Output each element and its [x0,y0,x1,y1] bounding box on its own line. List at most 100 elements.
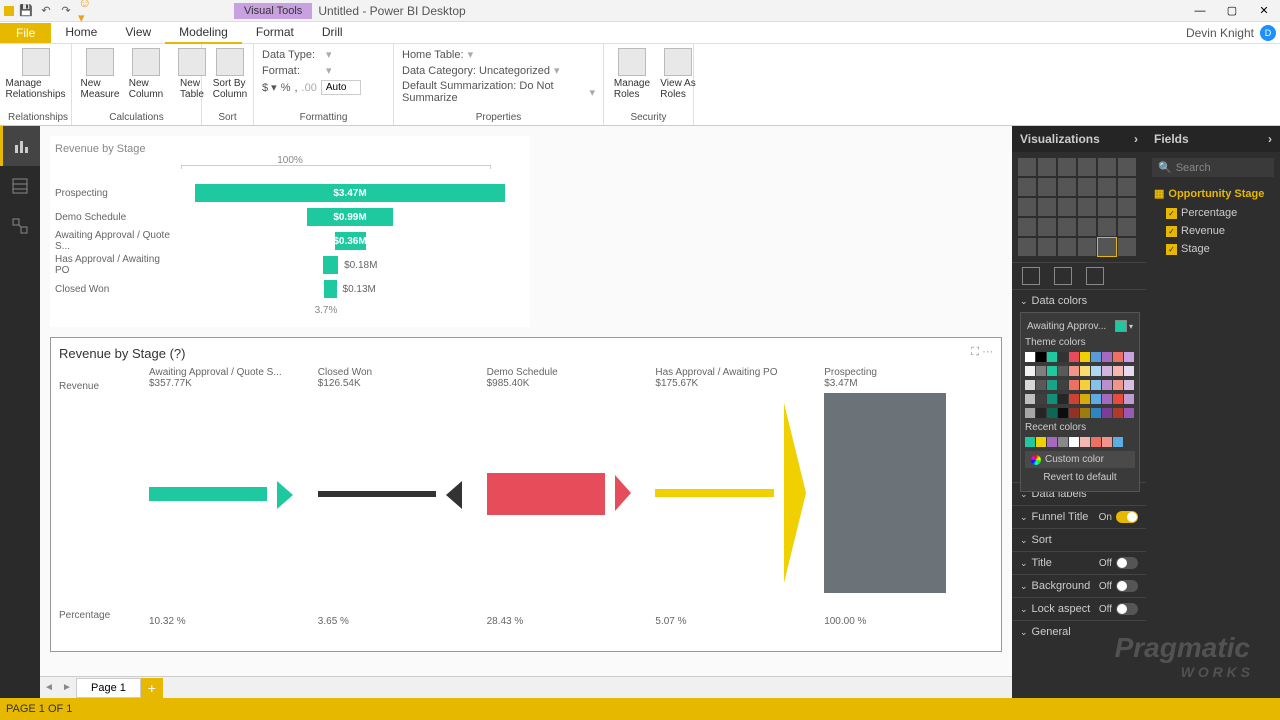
color-swatch[interactable] [1080,366,1090,376]
viz-type-icon[interactable] [1058,198,1076,216]
funnel-bar[interactable]: $0.99M [307,208,394,226]
color-swatch[interactable] [1113,380,1123,390]
toggle-switch[interactable] [1116,557,1138,569]
next-page-button[interactable]: ► [58,679,76,697]
new-column-button[interactable]: New Column [126,48,166,100]
color-swatch[interactable] [1047,352,1057,362]
viz-type-icon[interactable] [1038,158,1056,176]
toggle-switch[interactable] [1116,511,1138,523]
color-swatch[interactable] [1058,380,1068,390]
comma-button[interactable]: , [294,82,297,94]
viz-type-icon[interactable] [1118,198,1136,216]
color-swatch[interactable] [1102,408,1112,418]
menu-tab-home[interactable]: Home [51,22,111,44]
color-swatch[interactable] [1069,394,1079,404]
toggle-switch[interactable] [1116,580,1138,592]
color-swatch[interactable] [1036,380,1046,390]
new-measure-button[interactable]: New Measure [80,48,120,100]
decimals-input[interactable] [321,80,361,95]
fields-search-input[interactable]: 🔍 Search [1152,158,1274,177]
close-button[interactable]: ✕ [1254,4,1274,18]
save-icon[interactable]: 💾 [18,3,34,19]
viz-type-icon[interactable] [1078,218,1096,236]
percent-button[interactable]: % [281,82,291,94]
add-page-button[interactable]: + [141,678,163,698]
fields-well-button[interactable] [1022,267,1040,285]
color-swatch[interactable] [1113,408,1123,418]
color-swatch[interactable] [1113,437,1123,447]
color-swatch[interactable] [1036,394,1046,404]
menu-tab-drill[interactable]: Drill [308,22,357,44]
viz-type-icon[interactable] [1118,218,1136,236]
viz-type-icon[interactable] [1018,218,1036,236]
maximize-button[interactable]: ▢ [1222,4,1242,18]
collapse-viz-icon[interactable]: › [1134,132,1138,146]
page-tab-1[interactable]: Page 1 [76,678,141,698]
viz-type-icon[interactable] [1098,218,1116,236]
viz-type-icon[interactable] [1058,238,1076,256]
color-swatch[interactable] [1025,437,1035,447]
analytics-button[interactable] [1086,267,1104,285]
color-swatch[interactable] [1025,352,1035,362]
color-swatch[interactable] [1058,408,1068,418]
field-table[interactable]: ▦ Opportunity Stage [1146,183,1280,204]
undo-icon[interactable]: ↶ [38,3,54,19]
color-swatch[interactable] [1113,366,1123,376]
viz-type-icon[interactable] [1118,178,1136,196]
viz-type-icon[interactable] [1038,178,1056,196]
more-options-icon[interactable]: ⋯ [982,346,993,358]
field-checkbox[interactable]: ✓ [1166,244,1177,255]
color-swatch[interactable] [1047,380,1057,390]
viz-type-icon[interactable] [1118,238,1136,256]
funnel-visual[interactable]: Revenue by Stage 100% Prospecting$3.47MD… [50,136,530,327]
color-swatch[interactable] [1091,408,1101,418]
format-section-title[interactable]: ⌄TitleOff [1012,552,1146,574]
color-swatch[interactable] [1124,352,1134,362]
viz-type-icon[interactable] [1058,178,1076,196]
color-swatch[interactable] [1047,408,1057,418]
color-swatch[interactable] [1124,366,1134,376]
color-swatch[interactable] [1058,394,1068,404]
color-swatch[interactable] [1025,408,1035,418]
viz-type-icon[interactable] [1038,238,1056,256]
funnel-bar[interactable] [324,280,336,298]
wf-block[interactable] [318,491,436,497]
wf-block[interactable] [487,473,605,515]
viz-type-icon[interactable] [1078,158,1096,176]
color-swatch[interactable] [1058,437,1068,447]
prev-page-button[interactable]: ◄ [40,679,58,697]
color-swatch[interactable] [1025,380,1035,390]
funnel-bar[interactable]: $0.36M [335,232,366,250]
current-color-swatch[interactable] [1115,320,1127,332]
color-swatch[interactable] [1069,408,1079,418]
viz-type-icon[interactable] [1038,218,1056,236]
wf-block[interactable] [149,487,267,501]
user-avatar[interactable]: D [1260,25,1276,41]
funnel-bar[interactable]: $3.47M [195,184,505,202]
color-swatch[interactable] [1069,437,1079,447]
viz-type-icon[interactable] [1058,158,1076,176]
format-section-general[interactable]: ⌄General [1012,621,1146,643]
color-swatch[interactable] [1102,380,1112,390]
viz-type-icon[interactable] [1098,178,1116,196]
toggle-switch[interactable] [1116,603,1138,615]
viz-type-icon[interactable] [1098,198,1116,216]
model-view-button[interactable] [0,206,40,246]
color-swatch[interactable] [1069,380,1079,390]
viz-type-icon[interactable] [1018,178,1036,196]
format-section-sort[interactable]: ⌄Sort [1012,529,1146,551]
chevron-down-icon[interactable]: ⌄ [1020,296,1028,307]
viz-type-icon[interactable] [1018,158,1036,176]
manage-roles-button[interactable]: Manage Roles [612,48,652,100]
color-swatch[interactable] [1080,380,1090,390]
color-swatch[interactable] [1069,366,1079,376]
menu-tab-view[interactable]: View [111,22,165,44]
color-swatch[interactable] [1025,394,1035,404]
color-swatch[interactable] [1124,394,1134,404]
color-swatch[interactable] [1091,437,1101,447]
report-canvas[interactable]: Revenue by Stage 100% Prospecting$3.47MD… [40,126,1012,698]
viz-type-icon[interactable] [1098,238,1116,256]
format-button[interactable] [1054,267,1072,285]
menu-tab-format[interactable]: Format [242,22,308,44]
viz-type-icon[interactable] [1058,218,1076,236]
